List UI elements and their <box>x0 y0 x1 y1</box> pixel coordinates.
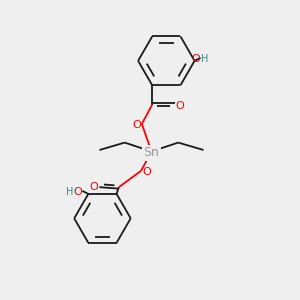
Text: O: O <box>74 187 82 197</box>
Text: O: O <box>90 182 98 192</box>
Text: O: O <box>142 167 151 177</box>
Text: O: O <box>191 54 200 64</box>
Text: O: O <box>132 120 141 130</box>
Text: H: H <box>201 54 209 64</box>
Text: O: O <box>176 100 184 111</box>
Text: Sn: Sn <box>143 146 159 160</box>
Text: H: H <box>66 187 74 197</box>
